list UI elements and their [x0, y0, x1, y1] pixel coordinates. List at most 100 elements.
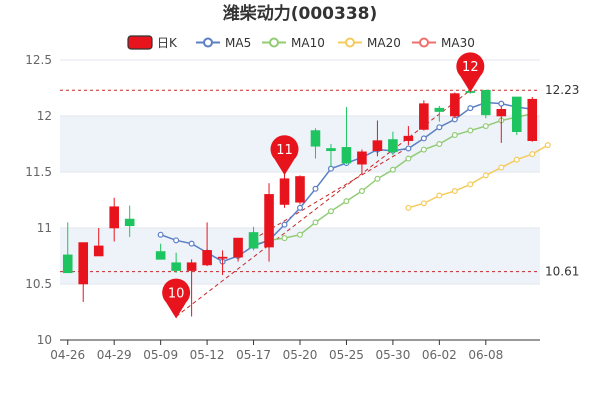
legend-swatch	[127, 35, 153, 50]
candle-body	[357, 151, 367, 165]
candle	[326, 144, 336, 167]
candle	[341, 107, 352, 165]
x-tick-label: 05-25	[329, 348, 364, 362]
ma20-point	[451, 188, 458, 195]
marker-shape	[270, 135, 299, 176]
marker-pin: 12	[456, 52, 485, 93]
ma10-point	[436, 141, 443, 148]
ma10-point	[405, 155, 412, 162]
candle-body	[527, 98, 538, 141]
legend-label: 日K	[157, 36, 178, 50]
chart-legend[interactable]: 日K MA5 MA10 MA20 MA30	[127, 35, 475, 50]
marker-pin: 10	[162, 278, 191, 319]
candle	[527, 96, 538, 142]
chart-title: 潍柴动力(000338)	[223, 3, 378, 24]
marker-pin: 11	[270, 135, 299, 176]
candle	[450, 92, 460, 119]
candle	[434, 105, 445, 122]
marker-label: 11	[276, 143, 293, 158]
candle-body	[279, 178, 290, 205]
ma10-point	[420, 146, 427, 153]
x-tick-label: 06-08	[468, 348, 503, 362]
trend-line	[253, 146, 409, 240]
ma10-point	[312, 219, 319, 226]
candle-body	[511, 96, 522, 132]
candle-body	[62, 254, 73, 274]
candle-body	[326, 148, 336, 152]
candle	[496, 105, 507, 143]
marker-shape	[162, 278, 191, 319]
ma20-point	[405, 204, 412, 211]
x-tick-label: 05-20	[283, 348, 318, 362]
marker-shape	[456, 52, 485, 93]
ma10-point	[467, 127, 474, 134]
marker-label: 10	[168, 286, 185, 301]
candle-body	[341, 147, 352, 164]
ma10-point	[389, 166, 396, 173]
legend-label: MA30	[441, 36, 475, 50]
reference-line-label: 12.23	[545, 83, 579, 97]
legend-item-k[interactable]: 日K	[127, 35, 178, 50]
ma20-point	[513, 156, 520, 163]
candle	[419, 100, 429, 131]
candle	[248, 226, 259, 251]
ma5-point	[188, 240, 195, 247]
candle-body	[450, 93, 460, 117]
candle	[481, 89, 491, 119]
y-axis: 10 10.5 11 11.5 12 12.5	[25, 53, 52, 347]
legend-item-ma10[interactable]: MA10	[262, 36, 325, 50]
candle	[264, 183, 274, 262]
ma10-point	[327, 208, 334, 215]
x-tick-label: 05-30	[375, 348, 410, 362]
x-tick-label: 05-17	[236, 348, 271, 362]
candle	[202, 222, 212, 267]
y-tick-label: 12	[37, 109, 52, 123]
ma5-point	[157, 231, 164, 238]
ma10-point	[343, 198, 350, 205]
candle-body	[434, 107, 445, 112]
ma5-point	[405, 145, 412, 152]
reference-line-label: 10.61	[545, 265, 579, 279]
y-tick-label: 10.5	[25, 277, 52, 291]
ma5-point	[312, 185, 319, 192]
ma20-point	[498, 164, 505, 171]
ma5-point	[467, 105, 474, 112]
ma5-point	[498, 100, 505, 107]
candle-body	[481, 89, 491, 116]
x-tick-label: 04-29	[97, 348, 132, 362]
legend-swatch-dot	[345, 37, 355, 48]
candle-body	[295, 176, 305, 203]
candle-body	[155, 251, 166, 260]
legend-item-ma20[interactable]: MA20	[338, 36, 401, 50]
candle	[403, 126, 414, 146]
ma5-point	[327, 165, 334, 172]
ma5-point	[436, 124, 443, 131]
ma10-point	[281, 235, 288, 242]
candle-body	[78, 242, 89, 285]
legend-item-ma30[interactable]: MA30	[412, 36, 475, 50]
ma5-point	[420, 135, 427, 142]
candle-body	[264, 194, 274, 248]
candle-body	[186, 262, 197, 271]
x-tick-label: 06-02	[422, 348, 457, 362]
candle-body	[202, 250, 212, 266]
y-tick-label: 11.5	[25, 165, 52, 179]
candle	[93, 228, 104, 257]
candle-body	[171, 262, 181, 271]
candle	[186, 259, 197, 317]
ma20-point	[482, 172, 489, 179]
ma20-point	[467, 181, 474, 188]
x-axis: 04-26 04-29 05-09 05-12 05-17 05-20 05-25 05-30…	[50, 339, 540, 362]
candle	[372, 120, 383, 157]
candle	[217, 250, 228, 276]
candle-body	[372, 140, 383, 152]
legend-item-ma5[interactable]: MA5	[196, 36, 251, 50]
candle	[295, 175, 305, 205]
marker-label: 12	[462, 60, 479, 75]
candle-body	[403, 135, 414, 141]
candle-body	[419, 103, 429, 130]
x-tick-label: 05-09	[143, 348, 178, 362]
candle-body	[109, 206, 119, 229]
